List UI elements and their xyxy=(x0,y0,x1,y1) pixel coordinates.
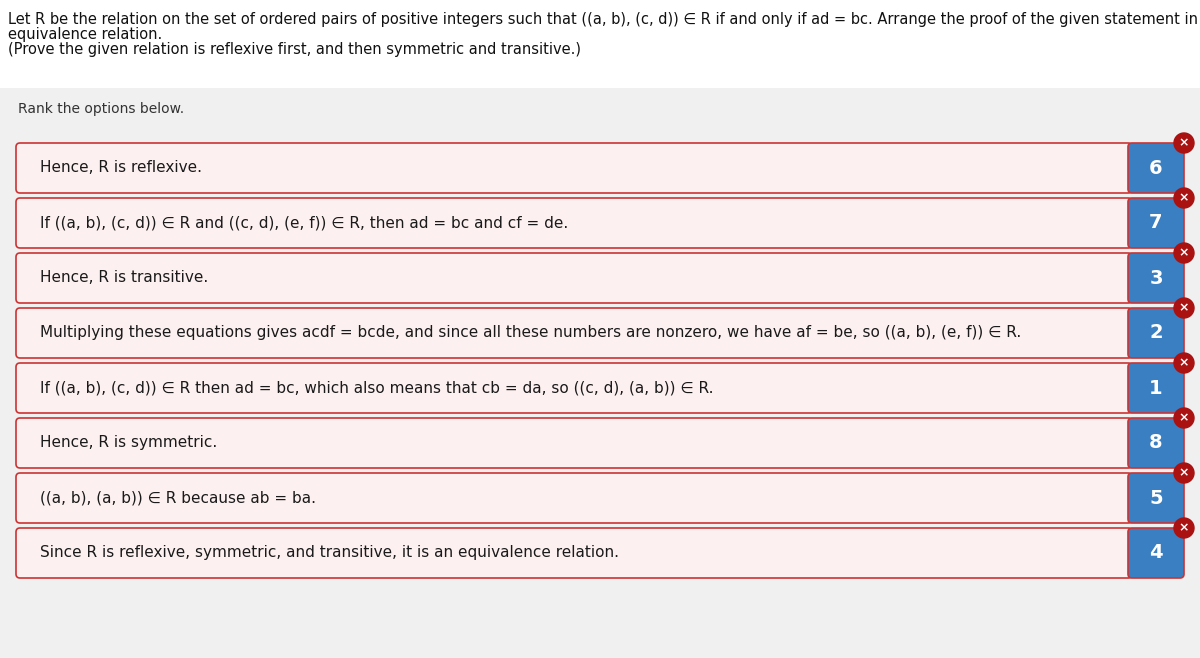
FancyBboxPatch shape xyxy=(16,308,1132,358)
Text: ×: × xyxy=(1178,411,1189,424)
FancyBboxPatch shape xyxy=(1128,198,1184,248)
Text: Let R be the relation on the set of ordered pairs of positive integers such that: Let R be the relation on the set of orde… xyxy=(8,12,1200,27)
Text: ×: × xyxy=(1178,191,1189,205)
Text: (Prove the given relation is reflexive first, and then symmetric and transitive.: (Prove the given relation is reflexive f… xyxy=(8,42,581,57)
Text: Hence, R is symmetric.: Hence, R is symmetric. xyxy=(40,436,217,451)
FancyBboxPatch shape xyxy=(16,143,1132,193)
FancyBboxPatch shape xyxy=(16,253,1132,303)
Text: ×: × xyxy=(1178,247,1189,259)
Circle shape xyxy=(1174,133,1194,153)
Circle shape xyxy=(1174,353,1194,373)
Text: ((a, b), (a, b)) ∈ R because ab = ba.: ((a, b), (a, b)) ∈ R because ab = ba. xyxy=(40,490,316,505)
FancyBboxPatch shape xyxy=(16,473,1132,523)
FancyBboxPatch shape xyxy=(1128,308,1184,358)
FancyBboxPatch shape xyxy=(1128,253,1184,303)
Text: ×: × xyxy=(1178,136,1189,149)
Text: Since R is reflexive, symmetric, and transitive, it is an equivalence relation.: Since R is reflexive, symmetric, and tra… xyxy=(40,545,619,561)
Text: ×: × xyxy=(1178,357,1189,370)
FancyBboxPatch shape xyxy=(16,198,1132,248)
Text: If ((a, b), (c, d)) ∈ R then ad = bc, which also means that cb = da, so ((c, d),: If ((a, b), (c, d)) ∈ R then ad = bc, wh… xyxy=(40,380,714,395)
Text: 4: 4 xyxy=(1150,544,1163,563)
Text: Hence, R is transitive.: Hence, R is transitive. xyxy=(40,270,209,286)
Text: 1: 1 xyxy=(1150,378,1163,397)
FancyBboxPatch shape xyxy=(16,418,1132,468)
Text: 2: 2 xyxy=(1150,324,1163,343)
Circle shape xyxy=(1174,298,1194,318)
FancyBboxPatch shape xyxy=(1128,473,1184,523)
Circle shape xyxy=(1174,518,1194,538)
Circle shape xyxy=(1174,243,1194,263)
FancyBboxPatch shape xyxy=(16,363,1132,413)
FancyBboxPatch shape xyxy=(0,88,1200,658)
Circle shape xyxy=(1174,188,1194,208)
Text: 8: 8 xyxy=(1150,434,1163,453)
Circle shape xyxy=(1174,408,1194,428)
FancyBboxPatch shape xyxy=(1128,143,1184,193)
Text: 6: 6 xyxy=(1150,159,1163,178)
Text: Hence, R is reflexive.: Hence, R is reflexive. xyxy=(40,161,202,176)
Text: 5: 5 xyxy=(1150,488,1163,507)
Text: Multiplying these equations gives acdf = bcde, and since all these numbers are n: Multiplying these equations gives acdf =… xyxy=(40,326,1021,340)
Text: ×: × xyxy=(1178,301,1189,315)
Text: 7: 7 xyxy=(1150,213,1163,232)
FancyBboxPatch shape xyxy=(16,528,1132,578)
FancyBboxPatch shape xyxy=(1128,418,1184,468)
Text: 3: 3 xyxy=(1150,268,1163,288)
Text: ×: × xyxy=(1178,467,1189,480)
Text: If ((a, b), (c, d)) ∈ R and ((c, d), (e, f)) ∈ R, then ad = bc and cf = de.: If ((a, b), (c, d)) ∈ R and ((c, d), (e,… xyxy=(40,216,569,230)
Text: equivalence relation.: equivalence relation. xyxy=(8,27,162,42)
Circle shape xyxy=(1174,463,1194,483)
Text: Rank the options below.: Rank the options below. xyxy=(18,102,184,116)
FancyBboxPatch shape xyxy=(1128,363,1184,413)
Text: ×: × xyxy=(1178,522,1189,534)
FancyBboxPatch shape xyxy=(1128,528,1184,578)
